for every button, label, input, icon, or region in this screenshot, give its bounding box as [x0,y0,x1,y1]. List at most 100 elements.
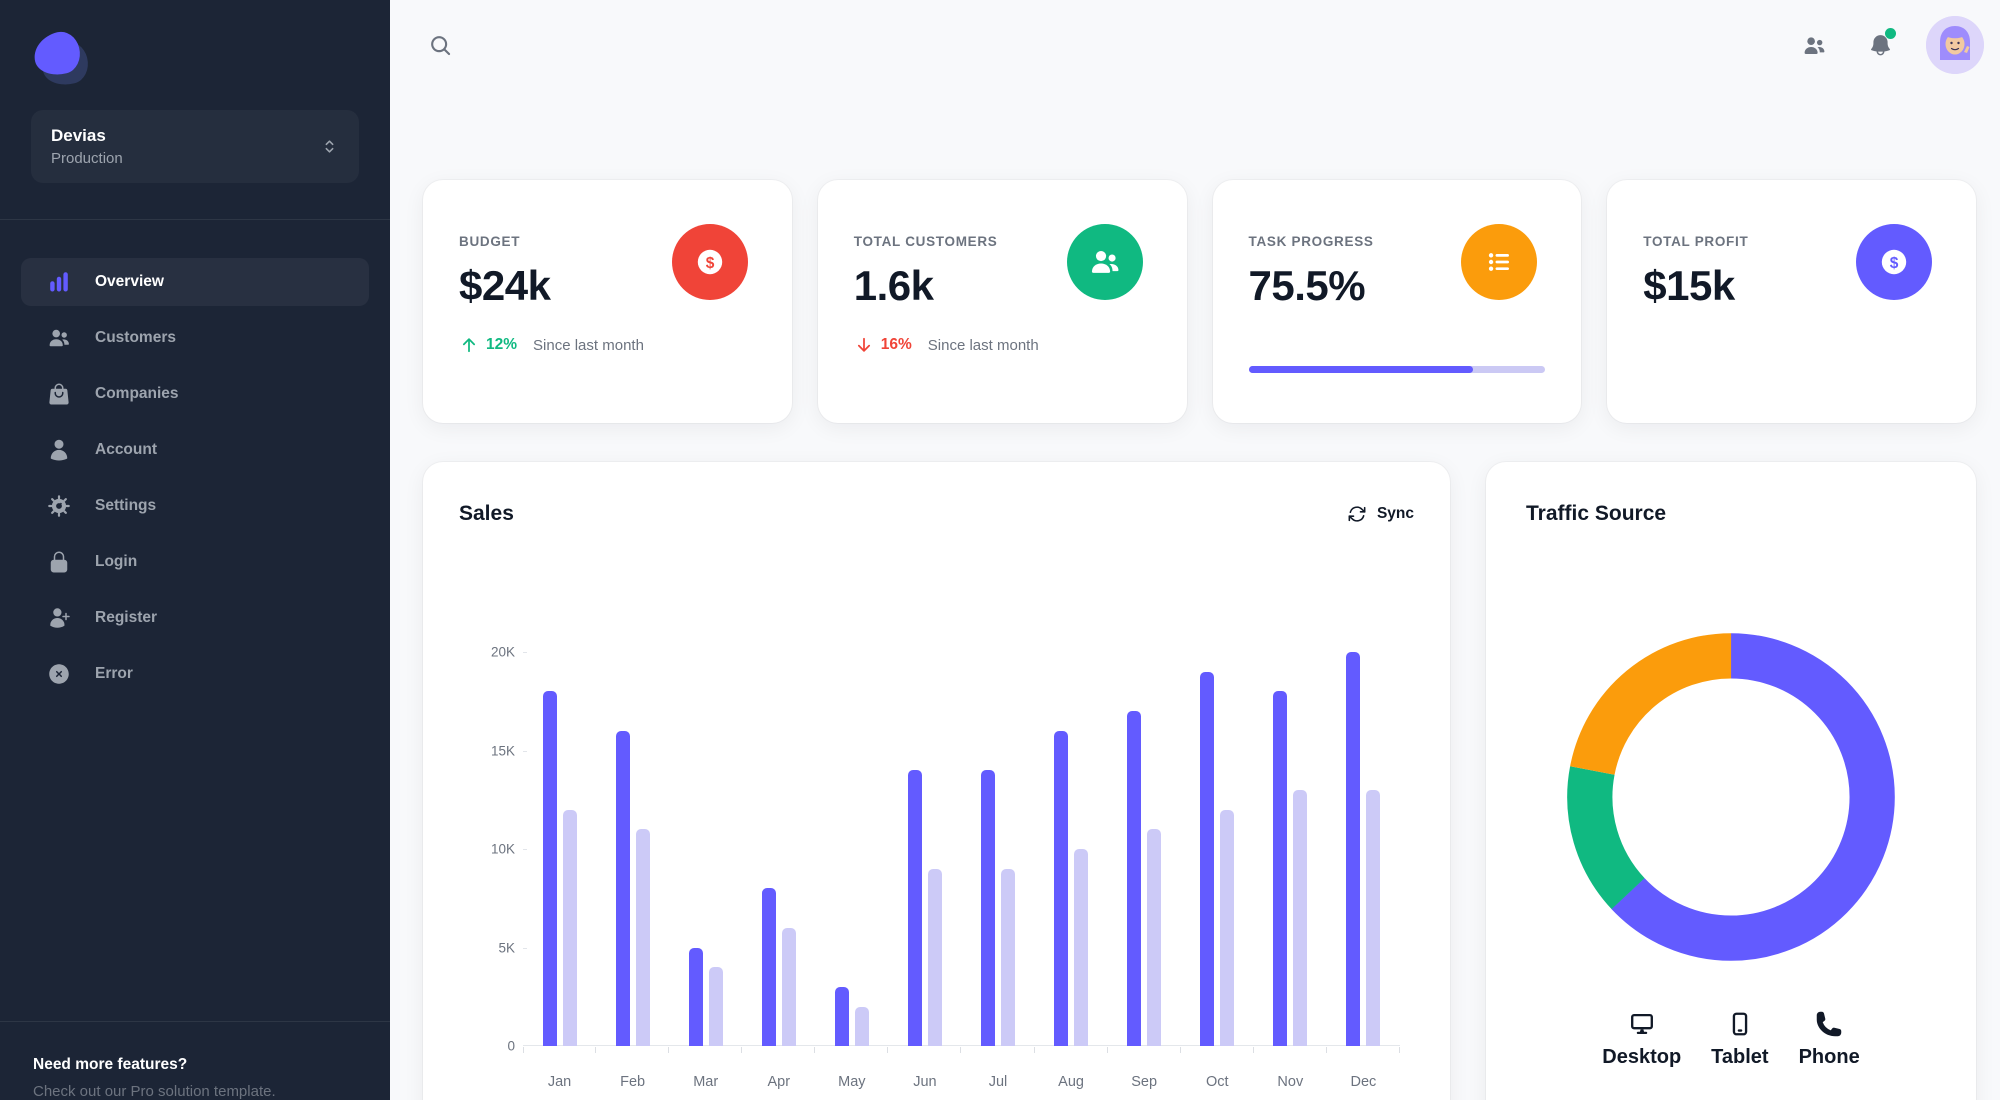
sidebar-item-customers[interactable]: Customers [21,314,369,362]
sidebar-item-overview[interactable]: Overview [21,258,369,306]
sales-bar-last-year-mar [708,967,723,1046]
stat-card-total-customers: TOTAL CUSTOMERS 1.6k 16% Since last month [817,180,1187,423]
traffic-source-card: Traffic Source Desktop Tablet Phone [1486,462,1976,1100]
donut-segment-phone [1567,633,1895,961]
sidebar-item-label: Error [95,665,133,682]
sidebar-footer-title: Need more features? [33,1056,188,1073]
stat-label: TOTAL PROFIT [1643,234,1749,249]
search-button[interactable] [420,25,460,65]
x-axis-label-jun: Jun [913,1074,937,1090]
sales-y-axis: 20K 15K 10K 5K 0 [453,645,515,1054]
stat-label: TOTAL CUSTOMERS [853,234,998,249]
stat-value: 75.5% [1248,262,1366,309]
sidebar-item-label: Account [95,441,157,458]
sales-card: Sales Sync 20K 15K 10K 5K 0 Jan Feb Mar Apr May J… [423,462,1450,1100]
bar-group-jun [888,652,962,1053]
sales-bar-this-year-feb [615,730,630,1046]
sidebar-item-settings[interactable]: Settings [21,482,369,530]
gridline [523,652,1400,653]
sales-bar-last-year-jan [562,809,577,1046]
traffic-legend-label: Phone [1798,1046,1860,1068]
traffic-legend-tablet: Tablet [1711,1010,1769,1069]
bar-group-sep [1108,652,1181,1053]
sidebar-divider [0,219,390,220]
refresh-icon [1347,504,1367,524]
devias-logo[interactable] [29,28,93,90]
gear-icon [47,494,71,518]
sales-bar-last-year-apr [781,927,796,1046]
workspace-environment: Production [51,150,123,167]
x-axis-label-jul: Jul [988,1074,1008,1090]
stat-card-task-progress: TASK PROGRESS 75.5% [1212,180,1582,423]
x-axis-label-may: May [838,1074,866,1090]
sync-button[interactable]: Sync [1347,504,1414,524]
sidebar-item-account[interactable]: Account [21,426,369,474]
sales-bar-this-year-jul [981,770,995,1046]
sales-bar-this-year-dec [1346,652,1361,1046]
sidebar-item-label: Settings [95,497,157,514]
y-axis-tick-20K: 20K [490,644,515,660]
stat-value: $24k [459,262,551,309]
users-icon [1801,32,1828,59]
traffic-legend-phone: Phone [1799,1010,1860,1069]
sync-label: Sync [1376,505,1414,522]
lock-icon [47,550,71,574]
y-axis-tick-10K: 10K [490,841,515,857]
sidebar-item-error[interactable]: Error [21,650,369,698]
traffic-legend-label: Desktop [1602,1046,1682,1068]
contacts-button[interactable] [1794,25,1834,65]
sidebar: Devias Production Overview Customers Compa… [0,0,390,1100]
sidebar-item-companies[interactable]: Companies [21,370,369,418]
sales-bar-last-year-jul [1001,868,1015,1046]
sidebar-footer-subtitle: Check out our Pro solution template. [33,1083,276,1100]
sidebar-item-register[interactable]: Register [21,594,369,642]
users-icon [47,326,71,350]
sales-bar-last-year-nov [1293,789,1308,1046]
search-icon [427,32,454,59]
trend-caption: Since last month [533,336,644,354]
y-axis-tick-5K: 5K [498,940,515,955]
sales-bar-this-year-apr [761,888,776,1046]
x-axis-label-dec: Dec [1350,1074,1377,1090]
sidebar-footer-divider [0,1021,390,1022]
sidebar-item-label: Register [95,609,158,626]
user-icon [47,438,71,462]
sales-x-axis: Jan Feb Mar Apr May Jun Jul Aug Sep Oct Nov Dec [523,1074,1400,1090]
notification-dot [1885,28,1896,39]
trend-row: 12% Since last month [459,335,756,355]
x-axis-label-aug: Aug [1058,1074,1084,1090]
stat-value: 1.6k [853,262,934,309]
bar-group-aug [1035,652,1108,1053]
sales-bar-last-year-jun [927,868,942,1046]
sales-bar-this-year-mar [688,947,703,1046]
sales-bar-last-year-sep [1147,829,1162,1046]
sidebar-item-label: Customers [95,329,176,346]
x-axis-label-feb: Feb [620,1074,646,1090]
workspace-name: Devias [51,126,106,145]
y-axis-tick-15K: 15K [490,743,515,758]
bar-group-mar [669,652,743,1053]
stat-cards-row: BUDGET $24k $12% Since last month TOTAL CUST… [423,180,1976,423]
sales-bar-this-year-sep [1127,711,1142,1046]
dollar-icon: $ [1856,224,1932,300]
unfold-icon [320,137,339,156]
svg-text:$: $ [1890,255,1899,272]
x-circle-icon [47,662,71,686]
bar-group-jul [961,652,1035,1053]
bar-group-oct [1181,652,1254,1053]
arrow-up-icon [459,335,479,355]
sales-bar-this-year-jan [542,691,557,1046]
workspace-selector[interactable]: Devias Production [31,110,359,183]
sales-bar-this-year-jun [907,770,922,1046]
stat-label: TASK PROGRESS [1248,234,1374,249]
notifications-button[interactable] [1860,25,1900,65]
user-avatar[interactable] [1926,16,1984,74]
sidebar-item-login[interactable]: Login [21,538,369,586]
users-icon [1066,224,1143,300]
gridline [523,849,1400,850]
traffic-legend: Desktop Tablet Phone [1486,1010,1976,1069]
workspace-text: Devias Production [51,126,320,167]
x-axis-label-nov: Nov [1277,1074,1304,1090]
task-progress-bar [1248,366,1546,373]
shopping-bag-icon [47,382,71,406]
